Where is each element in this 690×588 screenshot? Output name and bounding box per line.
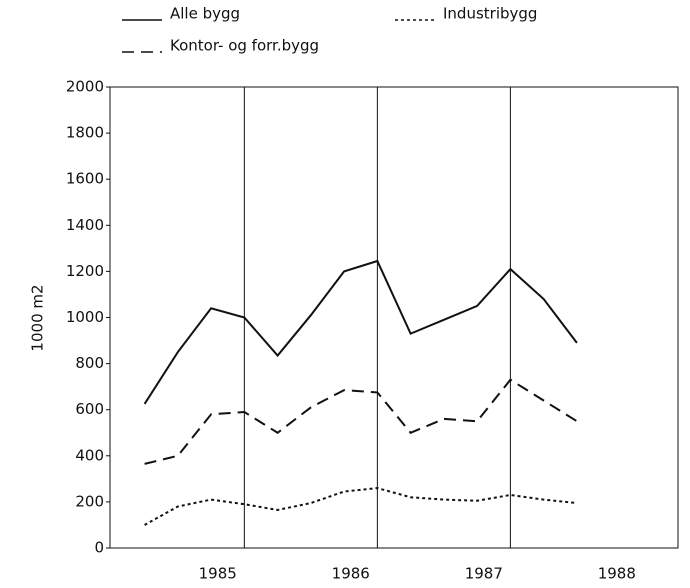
series-line (144, 378, 578, 465)
x-tick-label: 1986 (332, 565, 370, 583)
series-line (143, 259, 578, 405)
y-axis-label: 1000 m2 (29, 284, 47, 351)
x-tick-label: 1987 (465, 565, 503, 583)
y-tick-label: 800 (75, 354, 104, 372)
x-tick-label: 1988 (598, 565, 636, 583)
y-tick-label: 2000 (66, 78, 104, 96)
y-tick-label: 1200 (66, 262, 104, 280)
y-tick-label: 400 (75, 446, 104, 464)
y-tick-label: 600 (75, 400, 104, 418)
y-tick-label: 0 (94, 539, 104, 557)
plot-frame (109, 86, 679, 549)
legend-label: Kontor- og forr.bygg (170, 37, 319, 55)
series-line (144, 487, 578, 526)
y-tick-label: 1400 (66, 216, 104, 234)
legend-label: Industribygg (443, 5, 537, 23)
y-tick-label: 1000 (66, 308, 104, 326)
y-tick-label: 1800 (66, 124, 104, 142)
x-tick-label: 1985 (199, 565, 237, 583)
y-tick-label: 1600 (66, 170, 104, 188)
legend-label: Alle bygg (170, 5, 240, 23)
y-tick-label: 200 (75, 492, 104, 510)
